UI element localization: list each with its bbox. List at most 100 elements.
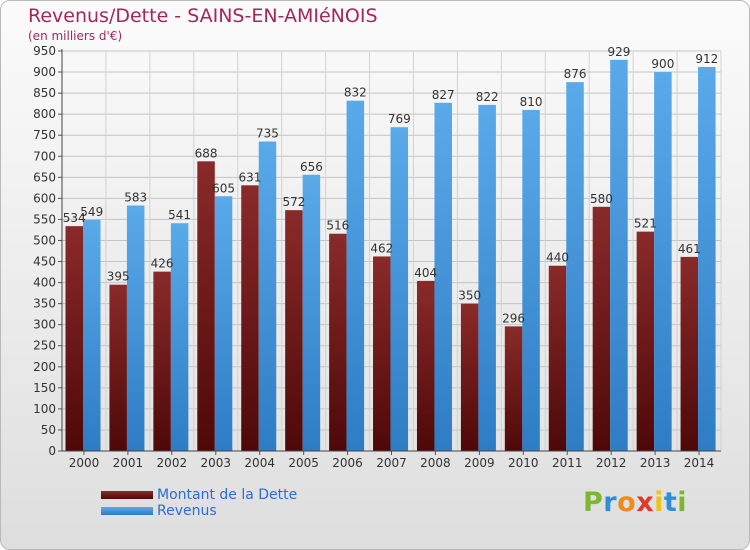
data-label-dette: 521 (634, 217, 657, 231)
data-label-revenus: 929 (607, 45, 630, 59)
bar-dette (241, 185, 259, 451)
x-tick-label: 2009 (464, 456, 495, 470)
bar-dette (109, 284, 127, 451)
bar-dette (636, 231, 655, 451)
bar-dette (373, 256, 391, 451)
data-label-revenus: 769 (388, 112, 411, 126)
logo-letter: t (663, 487, 678, 518)
bar-dette (592, 206, 611, 451)
bar-dette (548, 265, 567, 451)
y-tick-label: 700 (33, 149, 56, 163)
data-label-revenus: 583 (124, 191, 147, 205)
y-tick-label: 450 (33, 255, 56, 269)
x-tick-label: 2013 (640, 456, 671, 470)
bar-revenus (654, 72, 672, 451)
proxiti-logo: Proxiti (583, 487, 687, 518)
x-tick-label: 2014 (684, 456, 715, 470)
data-label-dette: 462 (370, 241, 393, 255)
bar-revenus (346, 100, 365, 452)
x-tick-label: 2007 (376, 456, 407, 470)
data-label-revenus: 827 (432, 88, 455, 102)
data-label-dette: 688 (195, 146, 218, 160)
logo-letter: P (583, 487, 604, 518)
data-label-revenus: 822 (476, 90, 499, 104)
data-label-revenus: 541 (168, 208, 191, 222)
x-tick-label: 2006 (332, 456, 363, 470)
y-tick-label: 400 (33, 276, 56, 290)
x-tick-label: 2000 (69, 456, 100, 470)
x-tick-label: 2010 (508, 456, 539, 470)
y-tick-label: 0 (48, 444, 56, 458)
bar-dette (65, 226, 83, 451)
chart-subtitle: (en milliers d'€) (28, 29, 123, 43)
y-tick-label: 150 (33, 381, 56, 395)
data-label-revenus: 900 (651, 57, 674, 71)
data-label-dette: 516 (326, 219, 349, 233)
legend-label-revenus: Revenus (157, 503, 217, 519)
bar-revenus (522, 109, 540, 452)
data-label-revenus: 876 (564, 67, 587, 81)
y-tick-label: 350 (33, 297, 56, 311)
data-label-revenus: 735 (256, 127, 279, 141)
x-tick-label: 2008 (420, 456, 451, 470)
bar-dette (680, 256, 699, 451)
data-label-revenus: 656 (300, 160, 323, 174)
x-tick-label: 2002 (157, 456, 188, 470)
x-tick-label: 2005 (288, 456, 319, 470)
x-tick-label: 2003 (200, 456, 231, 470)
y-tick-label: 200 (33, 360, 56, 374)
chart-title: Revenus/Dette - SAINS-EN-AMIéNOIS (28, 5, 378, 27)
bar-revenus (214, 196, 233, 451)
legend-swatch-revenus (101, 507, 153, 515)
bar-dette (329, 233, 347, 451)
y-tick-label: 100 (33, 402, 56, 416)
bar-dette (460, 303, 479, 451)
data-label-dette: 395 (107, 270, 130, 284)
data-label-revenus: 549 (80, 205, 103, 219)
y-tick-label: 600 (33, 191, 56, 205)
bar-revenus (126, 205, 145, 451)
y-tick-label: 800 (33, 107, 56, 121)
bar-revenus (698, 67, 716, 451)
x-tick-label: 2012 (596, 456, 627, 470)
y-tick-label: 850 (33, 86, 56, 100)
bar-dette (504, 326, 523, 451)
logo-letter: i (654, 487, 664, 518)
bar-dette (416, 280, 435, 451)
data-label-dette: 404 (414, 266, 437, 280)
bar-dette (153, 271, 171, 451)
bar-revenus (83, 219, 101, 451)
y-tick-label: 300 (33, 318, 56, 332)
legend-swatch-dette (101, 491, 153, 499)
logo-letter: o (617, 487, 637, 518)
bar-dette (197, 161, 215, 451)
data-label-revenus: 810 (520, 95, 543, 109)
data-label-dette: 534 (63, 211, 86, 225)
data-label-dette: 440 (546, 251, 569, 265)
data-label-revenus: 832 (344, 86, 367, 100)
bar-revenus (610, 59, 628, 452)
bar-dette (285, 210, 303, 451)
bar-revenus (302, 174, 321, 451)
data-label-revenus: 605 (212, 181, 235, 195)
y-tick-label: 950 (33, 44, 56, 58)
y-tick-label: 250 (33, 339, 56, 353)
bar-revenus (478, 104, 496, 451)
data-label-dette: 631 (239, 170, 262, 184)
data-label-dette: 426 (151, 257, 174, 271)
bar-revenus (566, 82, 584, 451)
logo-letter: i (677, 487, 688, 518)
bar-revenus (434, 102, 452, 451)
y-tick-label: 750 (33, 128, 56, 142)
y-tick-label: 500 (33, 233, 56, 247)
logo-letter: x (636, 487, 655, 518)
x-tick-label: 2004 (244, 456, 275, 470)
bar-revenus (170, 223, 189, 451)
y-tick-label: 900 (33, 65, 56, 79)
data-label-revenus: 912 (695, 52, 718, 66)
y-tick-label: 650 (33, 170, 56, 184)
x-tick-label: 2001 (113, 456, 144, 470)
y-tick-label: 50 (41, 423, 56, 437)
